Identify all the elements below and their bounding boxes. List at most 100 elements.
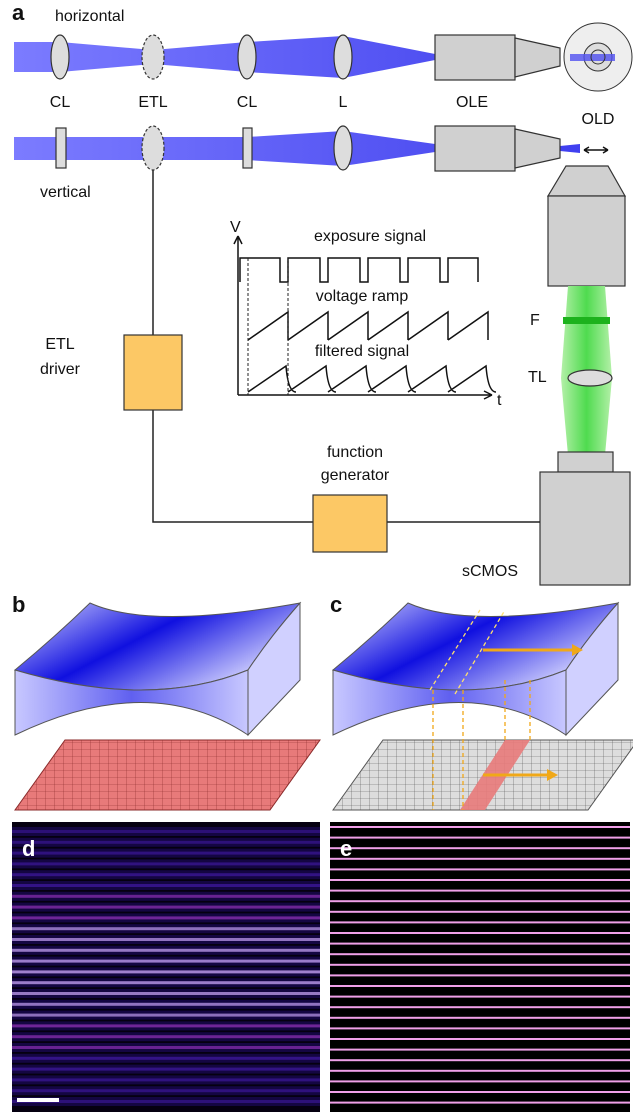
- box-label: function: [327, 444, 383, 461]
- stripe: [330, 985, 630, 987]
- signals: [240, 258, 496, 392]
- stripe-halo: [12, 1075, 320, 1084]
- driver-box: [124, 335, 182, 410]
- stripe: [330, 858, 630, 860]
- stripe-halo: [12, 913, 320, 922]
- stripe-halo: [12, 924, 320, 933]
- stripe: [330, 868, 630, 870]
- stripe-halo: [12, 978, 320, 987]
- stripe: [330, 1070, 630, 1072]
- signal-label: voltage ramp: [316, 288, 409, 305]
- component-label: CL: [237, 94, 258, 111]
- component-label: ETL: [138, 94, 167, 111]
- objective-tip: [548, 166, 625, 196]
- stripe-halo: [12, 1021, 320, 1030]
- box-label: ETL: [45, 336, 74, 353]
- stripe-halo: [12, 935, 320, 944]
- panel-label: e: [340, 836, 352, 861]
- filtered-signal: [248, 366, 496, 392]
- stripe: [330, 943, 630, 945]
- stripe-halo: [12, 859, 320, 868]
- stripe: [330, 1059, 630, 1061]
- component-label: TL: [528, 369, 547, 386]
- stripe: [330, 911, 630, 913]
- stripe: [330, 964, 630, 966]
- stripe: [330, 1027, 630, 1029]
- filter: [563, 317, 610, 324]
- stripe-halo: [12, 1000, 320, 1009]
- stripe-halo: [12, 1065, 320, 1074]
- beam-label: vertical: [40, 184, 91, 201]
- stripe: [330, 890, 630, 892]
- lens: [334, 126, 352, 170]
- lens: [568, 370, 612, 386]
- beam-label: horizontal: [55, 8, 124, 25]
- stripe: [330, 900, 630, 902]
- stripe-halo: [12, 1011, 320, 1020]
- panel-label: c: [330, 592, 342, 617]
- objective: [548, 196, 625, 286]
- stripe: [330, 1080, 630, 1082]
- panel-c: c: [330, 592, 633, 810]
- stripe: [330, 826, 630, 828]
- beam: [570, 54, 615, 61]
- objective-tip: [515, 38, 560, 77]
- lens: [51, 35, 69, 79]
- stripe: [330, 974, 630, 976]
- stripe: [330, 1006, 630, 1008]
- camera-grid: [15, 740, 320, 810]
- stripe-halo: [12, 967, 320, 976]
- voltage-ramp: [248, 312, 488, 340]
- stripe: [330, 837, 630, 839]
- signal-label: exposure signal: [314, 228, 426, 245]
- stripe-halo: [12, 903, 320, 912]
- stripe-halo: [12, 881, 320, 890]
- stripe-halo: [12, 827, 320, 836]
- stripe: [330, 953, 630, 955]
- lens: [334, 35, 352, 79]
- beam: [14, 131, 435, 166]
- panel-label: a: [12, 0, 25, 25]
- arrow: [584, 147, 608, 153]
- figure: a horizontal CL ETL CL L OLE OLD vertica…: [0, 0, 633, 1120]
- stripe-halo: [12, 957, 320, 966]
- axis-label: V: [230, 219, 241, 236]
- camera: [558, 452, 613, 472]
- stripe-halo: [12, 892, 320, 901]
- stripe-halo: [12, 1086, 320, 1095]
- image: [330, 822, 630, 1112]
- stripe: [330, 879, 630, 881]
- plate: [243, 128, 252, 168]
- stripe: [330, 847, 630, 849]
- box-label: generator: [321, 467, 390, 484]
- stripe: [330, 921, 630, 923]
- beam: [560, 144, 580, 153]
- stripe-halo: [12, 989, 320, 998]
- panel-label: b: [12, 592, 25, 617]
- exposure-signal: [240, 258, 478, 282]
- stripe-halo: [12, 849, 320, 858]
- stripe: [330, 1017, 630, 1019]
- stripe: [330, 1102, 630, 1104]
- lens: [142, 126, 164, 170]
- stripe: [330, 1038, 630, 1040]
- component-label: OLD: [582, 111, 615, 128]
- generator-box: [313, 495, 387, 552]
- panel-d: [12, 822, 320, 1112]
- beam: [14, 36, 435, 78]
- panel-a: a horizontal CL ETL CL L OLE OLD vertica…: [12, 0, 632, 585]
- stripe: [330, 1091, 630, 1093]
- component-label: sCMOS: [462, 563, 518, 580]
- stripe-halo: [12, 1032, 320, 1041]
- stripe: [330, 1049, 630, 1051]
- stripe: [330, 996, 630, 998]
- component-label: OLE: [456, 94, 488, 111]
- panel-e: [330, 822, 630, 1112]
- stripe-halo: [12, 946, 320, 955]
- objective: [435, 35, 515, 80]
- component-label: F: [530, 312, 540, 329]
- plate: [56, 128, 66, 168]
- objective-tip: [515, 129, 560, 168]
- panel-b: b: [12, 592, 320, 810]
- component-label: L: [339, 94, 348, 111]
